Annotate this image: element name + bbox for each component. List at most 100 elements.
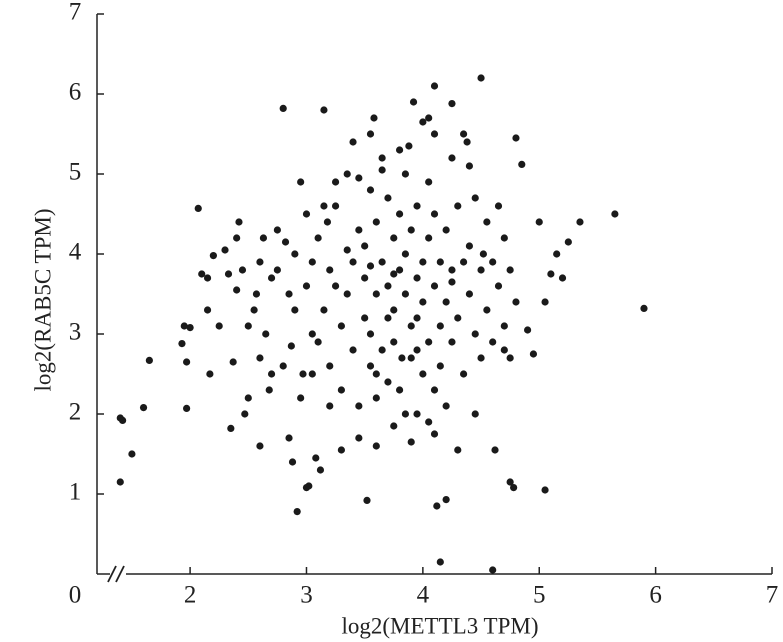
point <box>407 438 415 446</box>
point <box>273 266 281 274</box>
point <box>541 486 549 494</box>
point <box>547 270 555 278</box>
point <box>433 502 441 510</box>
point <box>293 508 301 516</box>
point <box>320 306 328 314</box>
point <box>259 234 268 242</box>
point <box>442 298 450 306</box>
point <box>454 446 462 454</box>
point <box>372 218 380 226</box>
x-axis-title: log2(METTL3 TPM) <box>342 613 539 638</box>
point <box>363 496 371 504</box>
point <box>326 266 334 274</box>
point <box>256 354 264 362</box>
point <box>384 194 392 202</box>
point <box>477 74 485 82</box>
point <box>489 566 497 574</box>
point <box>425 114 433 122</box>
point <box>518 160 526 168</box>
point <box>183 404 191 412</box>
point <box>401 250 410 258</box>
point <box>500 234 508 242</box>
point <box>250 306 258 314</box>
point <box>308 258 316 266</box>
point <box>395 146 404 154</box>
point <box>494 282 503 290</box>
point <box>288 458 297 466</box>
point <box>244 322 252 330</box>
point <box>425 234 433 242</box>
point <box>430 82 439 90</box>
point <box>326 402 334 410</box>
point <box>355 226 363 234</box>
point <box>413 314 421 322</box>
point <box>238 266 247 274</box>
point <box>401 290 410 298</box>
point <box>343 290 351 298</box>
point <box>297 394 305 402</box>
y-tick-label: 3 <box>69 319 82 346</box>
x-tick-label: 3 <box>300 582 313 609</box>
point <box>299 370 307 378</box>
point <box>183 358 191 366</box>
point <box>405 142 413 150</box>
point <box>209 252 217 260</box>
point <box>401 170 410 178</box>
point <box>314 338 322 346</box>
point <box>252 290 261 298</box>
point <box>463 138 471 146</box>
point <box>454 314 462 322</box>
point <box>233 234 241 242</box>
point <box>442 402 450 410</box>
point <box>203 274 212 282</box>
point <box>510 484 518 492</box>
point <box>430 386 439 394</box>
point <box>349 138 357 146</box>
point <box>366 262 375 270</box>
point <box>279 104 287 112</box>
point <box>337 386 345 394</box>
point <box>390 422 398 430</box>
point <box>395 266 404 274</box>
point <box>326 362 334 370</box>
point <box>215 322 223 330</box>
point <box>203 306 212 314</box>
point <box>128 450 136 458</box>
point <box>448 278 456 286</box>
point <box>378 346 386 354</box>
point <box>119 416 127 424</box>
point <box>442 496 450 504</box>
point <box>494 202 503 210</box>
point <box>355 174 363 182</box>
point <box>267 370 276 378</box>
point <box>366 362 375 370</box>
point <box>506 354 514 362</box>
point <box>436 322 444 330</box>
point <box>398 354 406 362</box>
point <box>409 98 418 106</box>
point <box>331 178 340 186</box>
point <box>267 274 276 282</box>
point <box>479 250 487 258</box>
point <box>343 246 351 254</box>
point <box>279 362 287 370</box>
point <box>384 282 392 290</box>
axis-break <box>107 565 126 583</box>
point <box>436 258 444 266</box>
y-tick-label: 4 <box>69 239 82 266</box>
point <box>465 162 474 170</box>
point <box>541 298 549 306</box>
point <box>471 194 479 202</box>
point <box>512 298 520 306</box>
point <box>384 314 392 322</box>
point <box>553 250 561 258</box>
point <box>512 134 520 142</box>
point <box>285 290 293 298</box>
point <box>407 322 415 330</box>
point <box>235 218 243 226</box>
point <box>370 114 378 122</box>
point <box>489 338 497 346</box>
point <box>378 154 386 162</box>
point <box>489 258 497 266</box>
